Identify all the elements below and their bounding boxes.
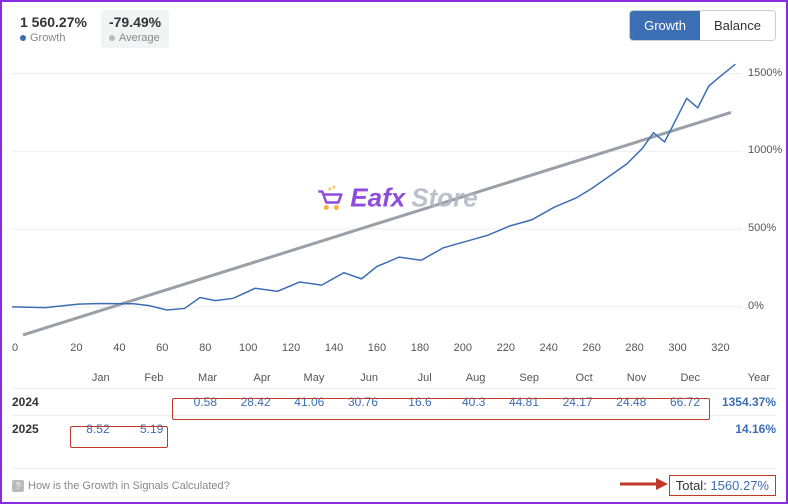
month-header: Nov [599,372,653,384]
total-value: 1560.27% [710,478,769,493]
month-header: Mar [169,372,223,384]
month-header: Jun [330,372,384,384]
help-icon: ? [12,480,24,492]
x-tick-label: 240 [527,342,570,354]
x-tick-label: 160 [356,342,399,354]
growth-metric: 1 560.27% Growth [12,10,95,48]
average-dot-icon [109,35,115,41]
x-tick-label: 320 [699,342,742,354]
data-rows: 2024 0.5828.4241.0630.7616.640.344.8124.1… [12,388,776,442]
average-value: -79.49% [109,14,161,30]
x-tick-label: 300 [656,342,699,354]
app-frame: 1 560.27% Growth -79.49% Average Growth … [0,0,788,504]
growth-tab[interactable]: Growth [630,11,700,40]
month-cell: 5.19 [116,422,170,436]
footer: ? How is the Growth in Signals Calculate… [12,468,776,496]
month-header: Sep [491,372,545,384]
x-tick-label: 280 [613,342,656,354]
month-header: Feb [116,372,170,384]
growth-dot-icon [20,35,26,41]
month-cell: 8.52 [62,422,116,436]
x-tick-label: 80 [184,342,227,354]
table-row: 20258.525.19 14.16% [12,415,776,442]
month-cell: 44.81 [491,395,545,409]
x-tick-label: 60 [141,342,184,354]
y-tick-label: 1500% [748,67,782,79]
x-tick-label: 220 [484,342,527,354]
growth-value: 1 560.27% [20,14,87,30]
month-header: May [277,372,331,384]
average-metric: -79.49% Average [101,10,169,48]
x-tick-label: 40 [98,342,141,354]
month-header: Oct [545,372,599,384]
month-header: Jul [384,372,438,384]
month-cell: 41.06 [277,395,331,409]
month-header: Apr [223,372,277,384]
x-tick-label: 200 [441,342,484,354]
month-cell: 40.3 [438,395,492,409]
monthly-table: JanFebMarAprMayJunJulAugSepOctNovDecYear… [12,368,776,442]
view-toggle: Growth Balance [629,10,776,41]
year-cell: 2025 [12,422,62,436]
y-tick-label: 1000% [748,144,782,156]
table-row: 2024 0.5828.4241.0630.7616.640.344.8124.1… [12,388,776,415]
help-link[interactable]: ? How is the Growth in Signals Calculate… [12,480,230,492]
month-header-row: JanFebMarAprMayJunJulAugSepOctNovDecYear [12,368,776,388]
y-tick-label: 500% [748,222,776,234]
month-cell: 66.72 [652,395,706,409]
x-tick-label: 180 [398,342,441,354]
total-label: Total: [676,478,707,493]
month-header: Dec [652,372,706,384]
month-header: Jan [62,372,116,384]
total-box: Total: 1560.27% [669,475,776,496]
growth-label-row: Growth [20,32,87,44]
balance-tab[interactable]: Balance [700,11,775,40]
month-cell: 16.6 [384,395,438,409]
growth-label: Growth [30,32,65,44]
average-label: Average [119,32,160,44]
year-header: Year [706,372,776,384]
help-text: How is the Growth in Signals Calculated? [28,480,230,492]
month-cell: 24.48 [599,395,653,409]
month-cell: 0.58 [169,395,223,409]
x-tick-label: 260 [570,342,613,354]
month-header: Aug [438,372,492,384]
chart-area: EafxStore 0%500%1000%1500% [12,58,780,338]
average-label-row: Average [109,32,161,44]
year-cell: 2024 [12,395,62,409]
x-tick-label: 100 [227,342,270,354]
y-tick-label: 0% [748,300,764,312]
row-total: 1354.37% [706,395,776,409]
chart-header: 1 560.27% Growth -79.49% Average Growth … [2,2,786,52]
month-cell: 28.42 [223,395,277,409]
row-total: 14.16% [706,422,776,436]
growth-chart [12,58,780,338]
x-tick-label: 120 [270,342,313,354]
month-cell: 24.17 [545,395,599,409]
x-tick-label: 140 [313,342,356,354]
month-cell: 30.76 [330,395,384,409]
x-tick-label: 0 [12,342,55,354]
x-tick-label: 20 [55,342,98,354]
x-axis-ticks: 0204060801001201401601802002202402602803… [12,342,742,354]
